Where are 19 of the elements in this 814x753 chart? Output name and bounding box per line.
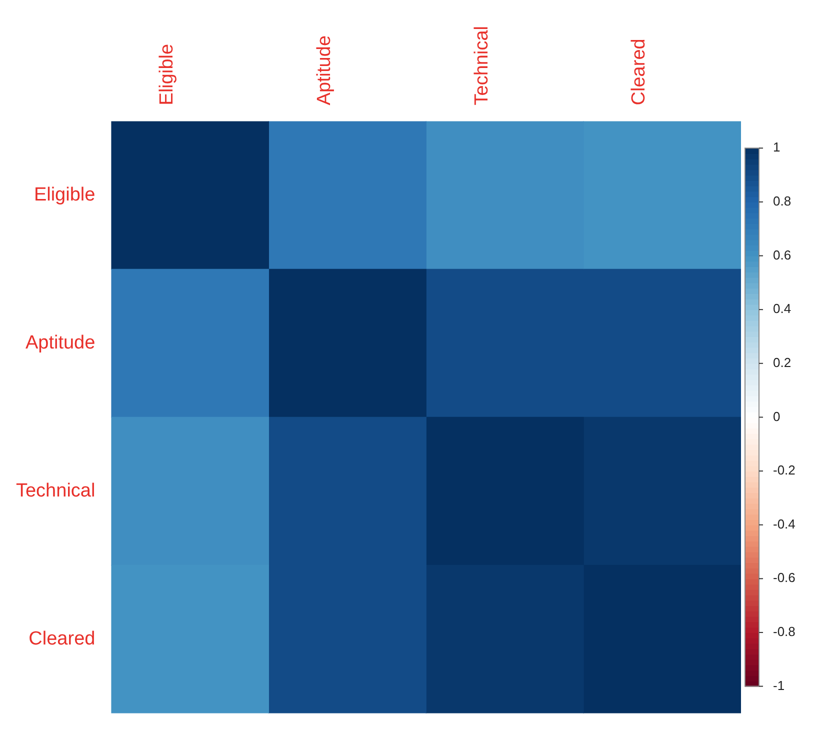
color-bar-label: 1 — [773, 140, 780, 155]
y-tick-label: Aptitude — [25, 332, 96, 354]
color-bar-label: 0.4 — [773, 301, 792, 316]
y-tick-label: Cleared — [28, 628, 96, 650]
color-bar-label: -0.2 — [773, 462, 796, 478]
y-tick-label: Eligible — [34, 184, 96, 206]
color-bar-label: -0.8 — [773, 624, 796, 640]
x-tick-label: Cleared — [628, 38, 650, 106]
color-bar-label: 0.6 — [773, 247, 792, 262]
color-bar-label: -0.6 — [773, 570, 796, 586]
y-tick-label: Technical — [16, 480, 96, 502]
color-bar-label: -1 — [773, 678, 785, 693]
x-tick-label: Eligible — [156, 44, 178, 106]
color-bar-label: -0.4 — [773, 516, 796, 532]
color-bar-label: 0.8 — [773, 194, 792, 209]
x-tick-label: Technical — [471, 26, 492, 106]
x-tick-label: Aptitude — [314, 35, 335, 106]
color-bar-label: 0.2 — [773, 354, 792, 370]
color-bar-label: 0 — [773, 408, 780, 424]
